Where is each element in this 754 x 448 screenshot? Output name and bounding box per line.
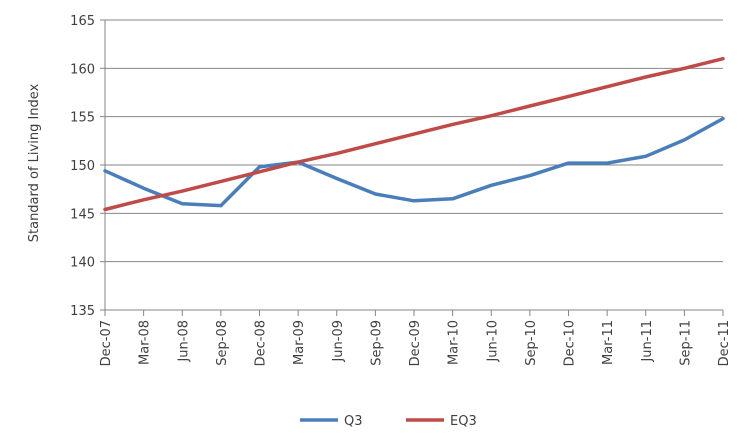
x-tick-label: Mar-09 [292, 320, 307, 365]
x-tick-label: Mar-10 [447, 320, 462, 365]
y-tick-label: 140 [70, 256, 95, 271]
y-tick-label: 150 [70, 159, 95, 174]
series-lines [103, 56, 725, 212]
y-tick-label: 135 [70, 304, 95, 319]
y-tick-label: 160 [70, 62, 95, 77]
x-tick-label: Jun-10 [485, 320, 500, 363]
y-tick-label: 165 [70, 14, 95, 29]
y-tick-label: 155 [70, 111, 95, 126]
legend-label-q3: Q3 [344, 414, 363, 429]
x-tick-label: Dec-07 [99, 320, 114, 366]
y-tick-label: 145 [70, 207, 95, 222]
x-tick-label: Dec-11 [717, 320, 732, 366]
legend-label-eq3: EQ3 [450, 414, 477, 429]
x-tick-label: Dec-09 [408, 320, 423, 366]
x-tick-label: Jun-11 [640, 320, 655, 363]
series-line-eq3 [103, 56, 725, 212]
x-tick-labels: Dec-07 Mar-08 Jun-08 Sep-08 Dec-08 Mar-09 Jun-… [99, 320, 732, 366]
y-axis-label: Standard of Living Index [27, 83, 42, 242]
x-tick-label: Sep-09 [369, 320, 384, 366]
series-line-q3 [103, 116, 725, 208]
x-tick-label: Sep-08 [215, 320, 230, 366]
legend: Q3 EQ3 [300, 414, 477, 429]
x-tick-label: Jun-09 [331, 320, 346, 363]
x-tick-label: Dec-08 [254, 320, 269, 366]
gridlines [105, 19, 723, 263]
x-tick-label: Dec-10 [563, 320, 578, 366]
x-tick-label: Sep-11 [678, 320, 693, 366]
axes [100, 19, 724, 316]
x-tick-label: Sep-10 [524, 320, 539, 366]
y-tick-labels: 135 140 145 150 155 160 165 [70, 14, 95, 319]
x-tick-label: Jun-08 [176, 320, 191, 363]
x-tick-label: Mar-08 [138, 320, 153, 365]
x-tick-label: Mar-11 [601, 320, 616, 365]
